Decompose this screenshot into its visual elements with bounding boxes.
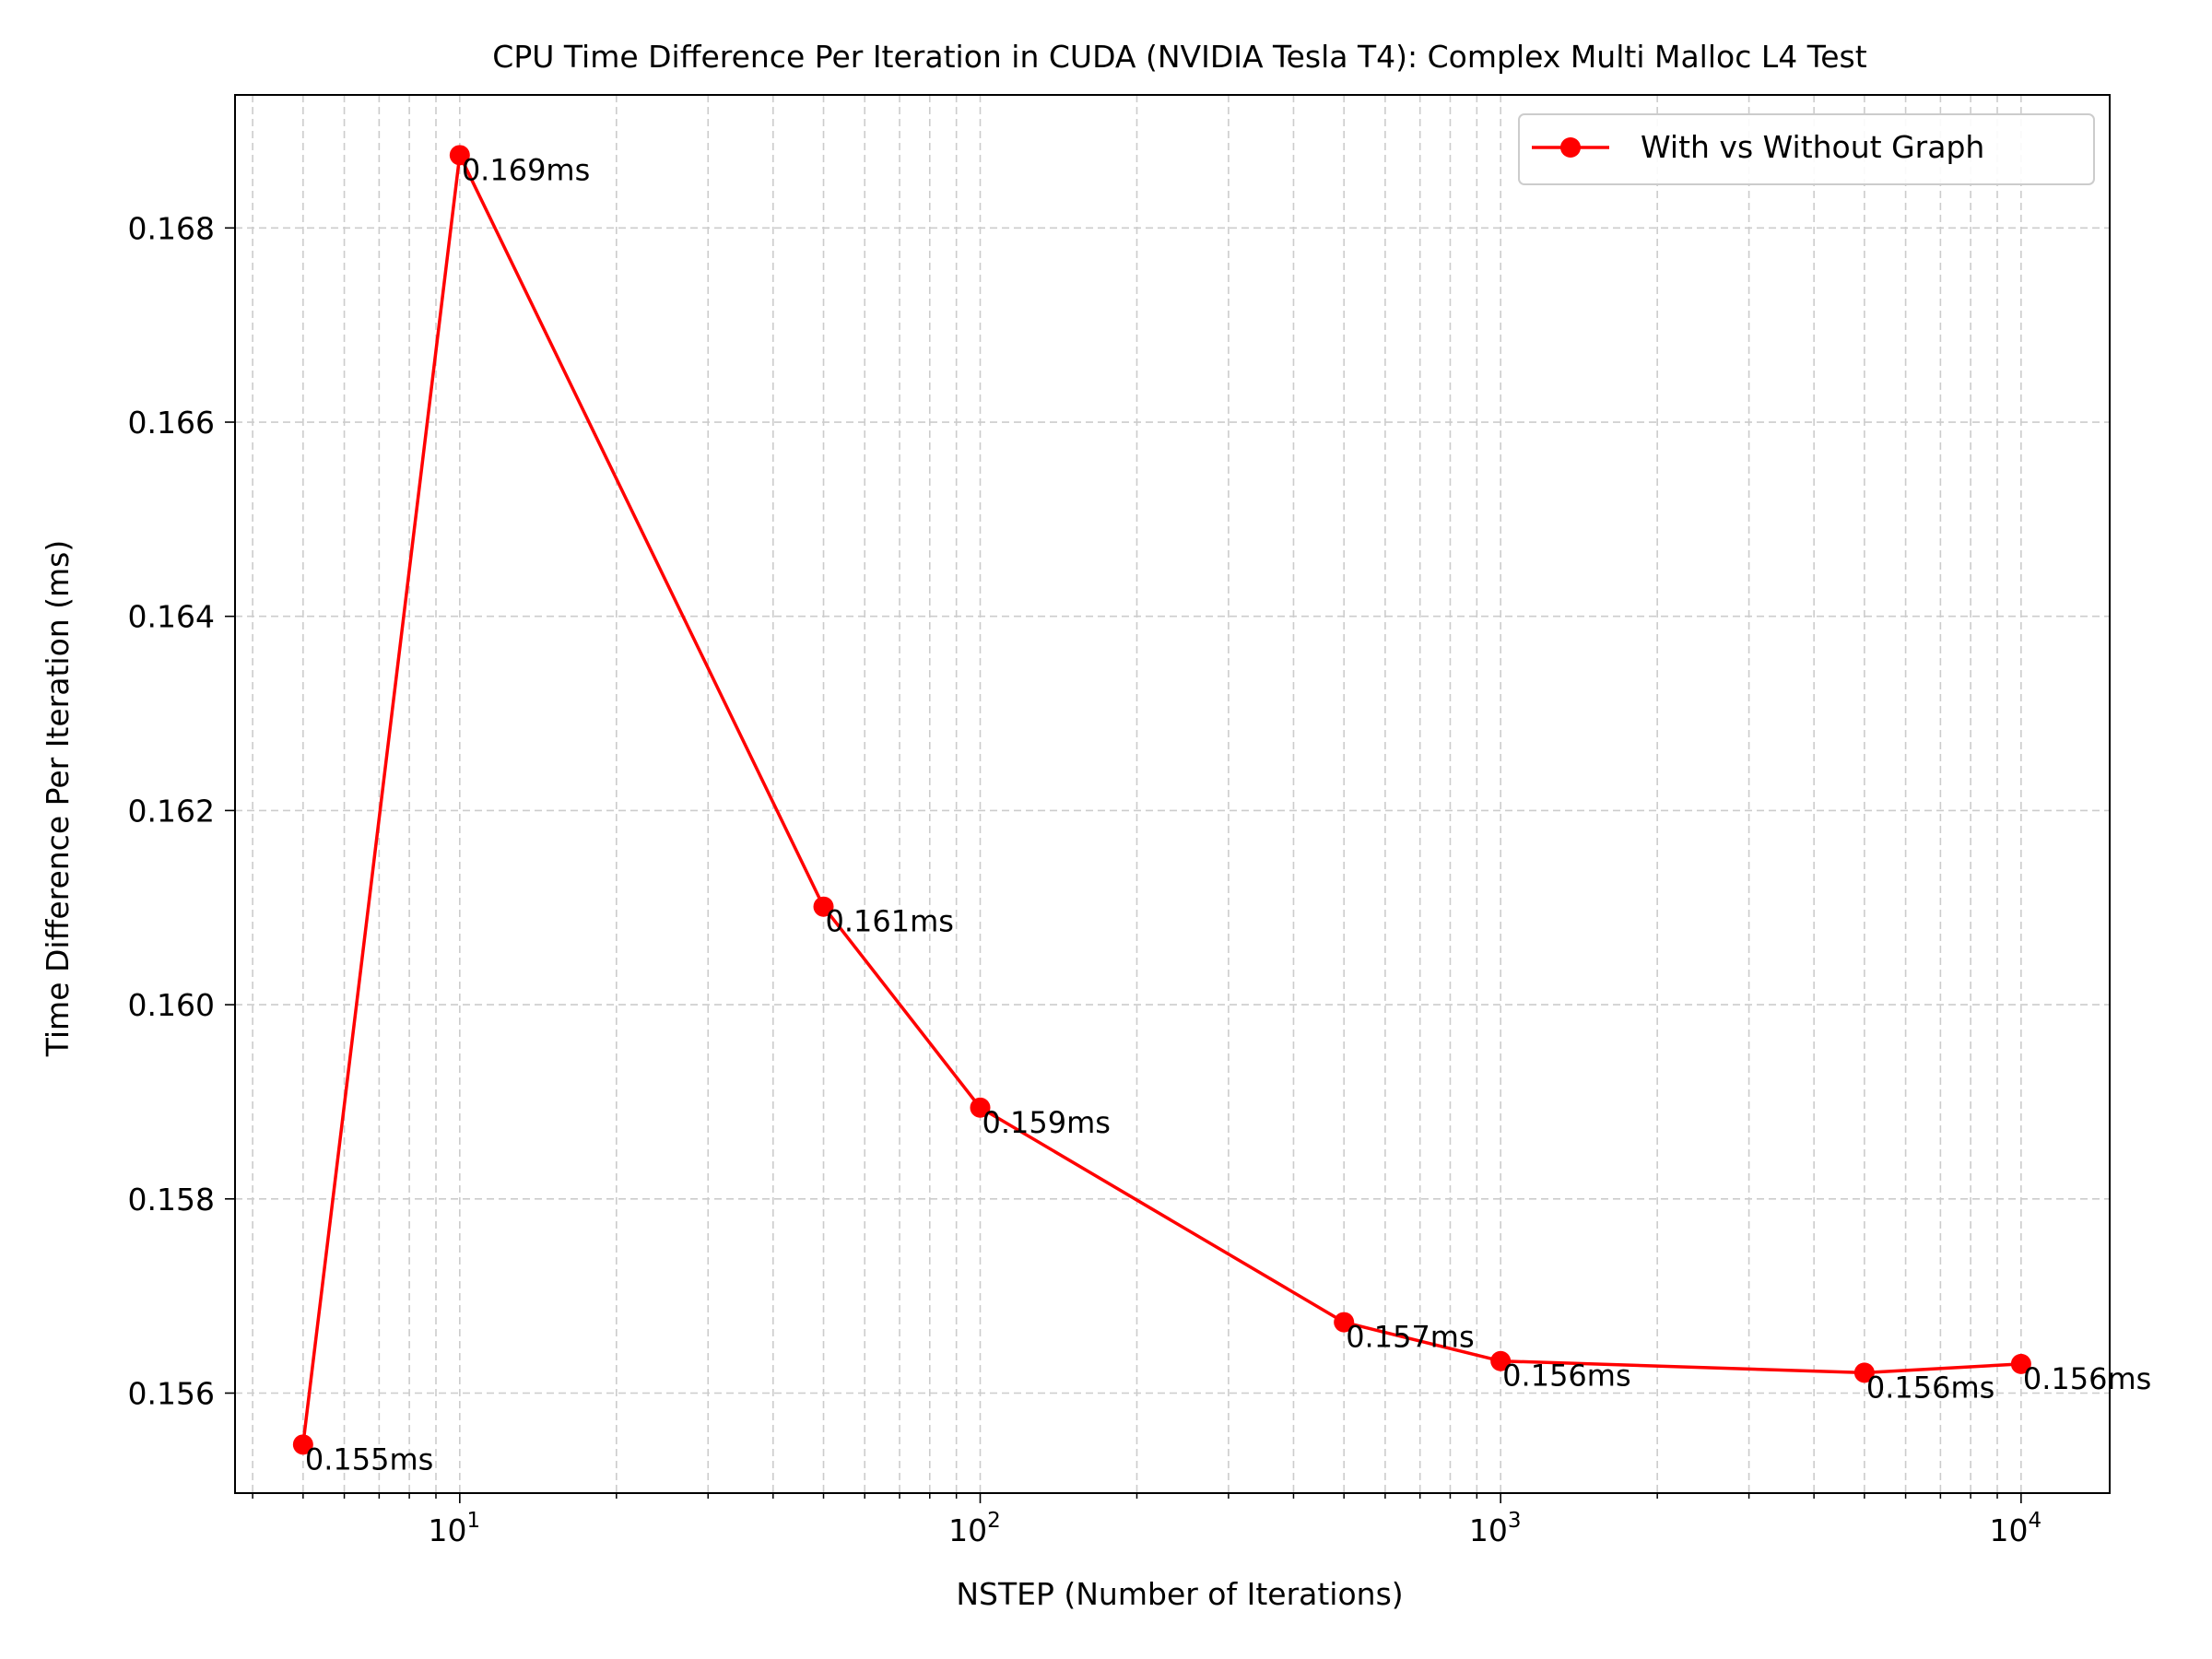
legend-label: With vs Without Graph (1641, 129, 1984, 165)
x-tick-label: 102 (948, 1509, 1001, 1548)
x-tick-label: 101 (429, 1509, 481, 1548)
data-label: 0.156ms (1866, 1370, 1994, 1405)
data-point (970, 1097, 991, 1118)
y-tick-label: 0.160 (128, 987, 215, 1023)
series-line (301, 153, 2021, 1445)
y-tick-label: 0.166 (128, 405, 215, 441)
y-tick-label: 0.164 (128, 599, 215, 635)
data-point (1853, 1362, 1875, 1383)
data-label: 0.156ms (1502, 1359, 1630, 1394)
data-point (292, 1434, 313, 1455)
x-tick-label: 103 (1469, 1509, 1522, 1548)
data-label: 0.159ms (982, 1105, 1111, 1140)
y-tick-label: 0.168 (128, 210, 215, 246)
x-tick-exponent: 2 (987, 1509, 1001, 1533)
data-point (1334, 1312, 1355, 1333)
data-label: 0.155ms (305, 1441, 433, 1477)
data-point (449, 145, 470, 166)
plot-frame (234, 94, 2111, 1494)
x-tick-label: 104 (1990, 1509, 2042, 1548)
data-label: 0.157ms (1346, 1320, 1474, 1355)
data-point (813, 896, 834, 917)
legend-box (1518, 113, 2095, 185)
x-tick-exponent: 4 (2029, 1509, 2042, 1533)
y-tick-label: 0.156 (128, 1375, 215, 1411)
x-tick-base: 10 (1469, 1512, 1508, 1548)
y-axis-label: Time Difference Per Iteration (ms) (40, 540, 76, 1058)
x-tick-base: 10 (429, 1512, 467, 1548)
axes: 101 102 103 1040.1560.1580.1600.1620.1640.1… (128, 210, 2042, 1548)
legend-marker (1560, 137, 1581, 158)
x-axis-label: NSTEP (Number of Iterations) (956, 1576, 1403, 1612)
data-labels: 0.155ms 0.169ms 0.161ms 0.159ms 0.157ms 0.156… (305, 152, 2151, 1477)
grid (235, 95, 2110, 1493)
y-tick-label: 0.158 (128, 1182, 215, 1218)
data-point (1490, 1350, 1512, 1371)
chart-title: CPU Time Difference Per Iteration in CUD… (492, 39, 1866, 75)
data-label: 0.156ms (2023, 1361, 2151, 1396)
x-tick-exponent: 3 (1508, 1509, 1522, 1533)
data-point (2010, 1353, 2031, 1374)
x-tick-base: 10 (1990, 1512, 2029, 1548)
legend: With vs Without Graph (1518, 113, 2095, 185)
data-markers (292, 145, 2031, 1455)
data-label: 0.169ms (462, 152, 590, 187)
y-tick-label: 0.162 (128, 793, 215, 829)
data-label: 0.161ms (826, 904, 954, 939)
x-tick-exponent: 1 (467, 1509, 481, 1533)
x-tick-base: 10 (948, 1512, 987, 1548)
series-line-layer (301, 153, 2021, 1445)
